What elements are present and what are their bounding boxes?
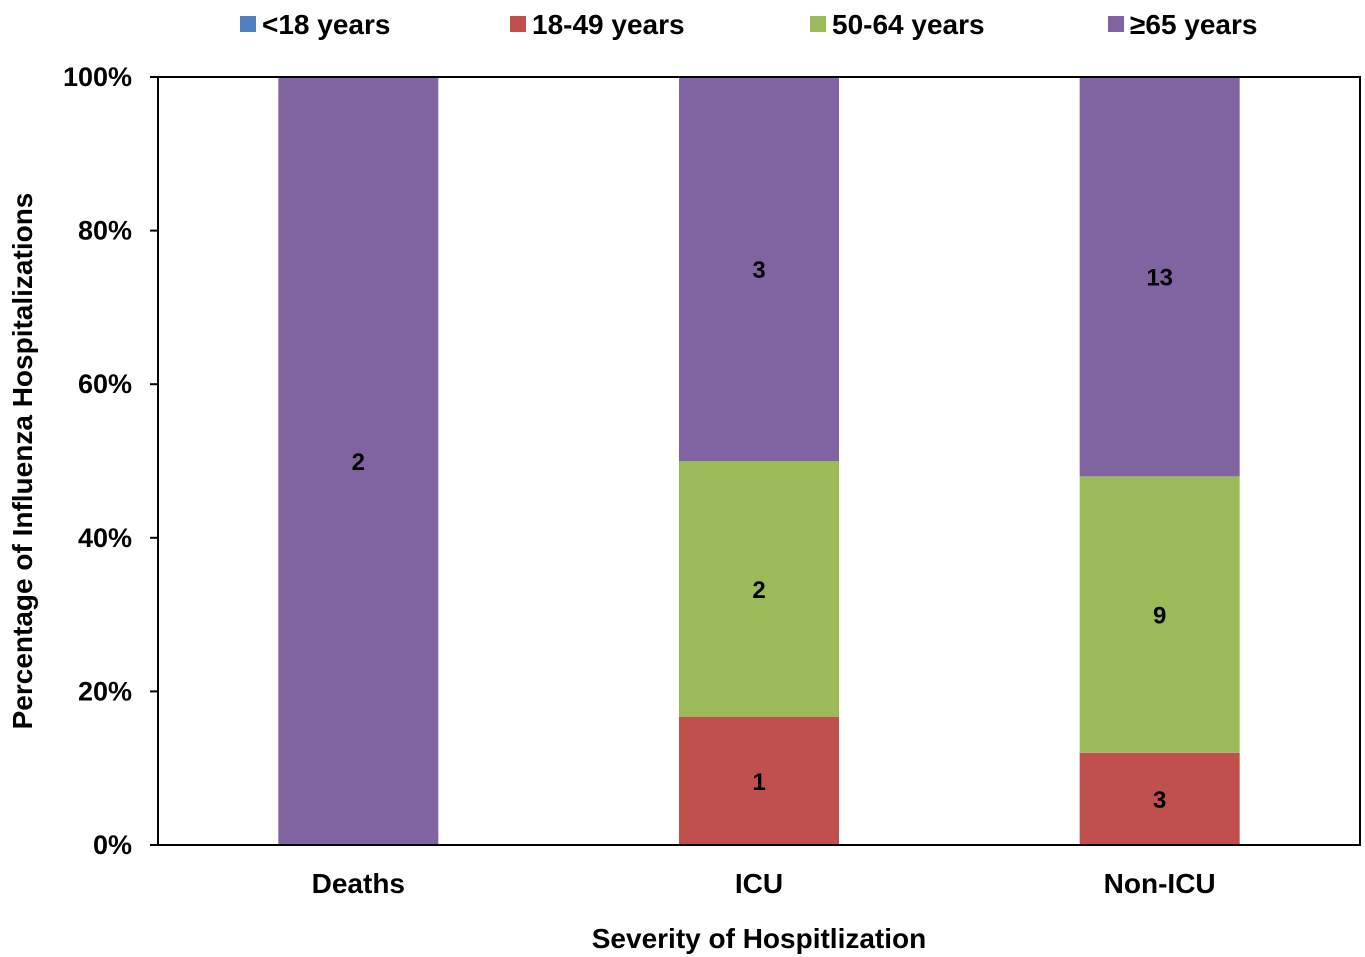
bar-segment	[278, 77, 439, 845]
bars	[278, 77, 1240, 845]
y-axis-title: Percentage of Influenza Hospitalizations	[7, 193, 38, 730]
bar-segment	[1079, 752, 1240, 845]
legend-swatch	[1108, 16, 1124, 32]
y-tick-label: 0%	[93, 830, 132, 860]
bar-segment	[1079, 77, 1240, 477]
legend-label: <18 years	[262, 9, 390, 40]
legend-swatch	[810, 16, 826, 32]
data-label: 1	[752, 769, 765, 796]
x-axis-ticks: Deaths ICU Non-ICU	[312, 868, 1216, 899]
y-tick-label: 100%	[63, 62, 132, 92]
y-tick-label: 80%	[78, 216, 132, 246]
x-tick-label: Non-ICU	[1104, 868, 1216, 899]
x-axis-title: Severity of Hospitlization	[592, 923, 927, 954]
x-tick-label: Deaths	[312, 868, 405, 899]
y-tick-label: 60%	[78, 369, 132, 399]
y-tick-label: 40%	[78, 523, 132, 553]
bar-segment	[679, 717, 839, 845]
y-axis-ticks: 0% 20% 40% 60% 80% 100%	[63, 62, 158, 860]
data-label: 3	[752, 257, 765, 284]
legend: <18 years 18-49 years 50-64 years ≥65 years	[240, 9, 1257, 40]
legend-label: 50-64 years	[832, 9, 985, 40]
legend-label: 18-49 years	[532, 9, 685, 40]
bar-segment	[679, 77, 839, 461]
bar-segment	[1079, 476, 1240, 753]
data-label: 2	[352, 449, 365, 476]
data-label: 2	[752, 577, 765, 604]
y-tick-label: 20%	[78, 676, 132, 706]
legend-swatch	[240, 16, 256, 32]
x-tick-label: ICU	[735, 868, 783, 899]
data-label: 3	[1153, 787, 1166, 814]
legend-swatch	[510, 16, 526, 32]
data-label: 13	[1146, 265, 1173, 292]
data-label: 9	[1153, 603, 1166, 630]
bar-segment	[679, 461, 839, 717]
segment-labels: 2 1 2 3 3 9 13	[352, 257, 1173, 814]
legend-label: ≥65 years	[1130, 9, 1257, 40]
plot-area-frame	[157, 76, 1361, 846]
